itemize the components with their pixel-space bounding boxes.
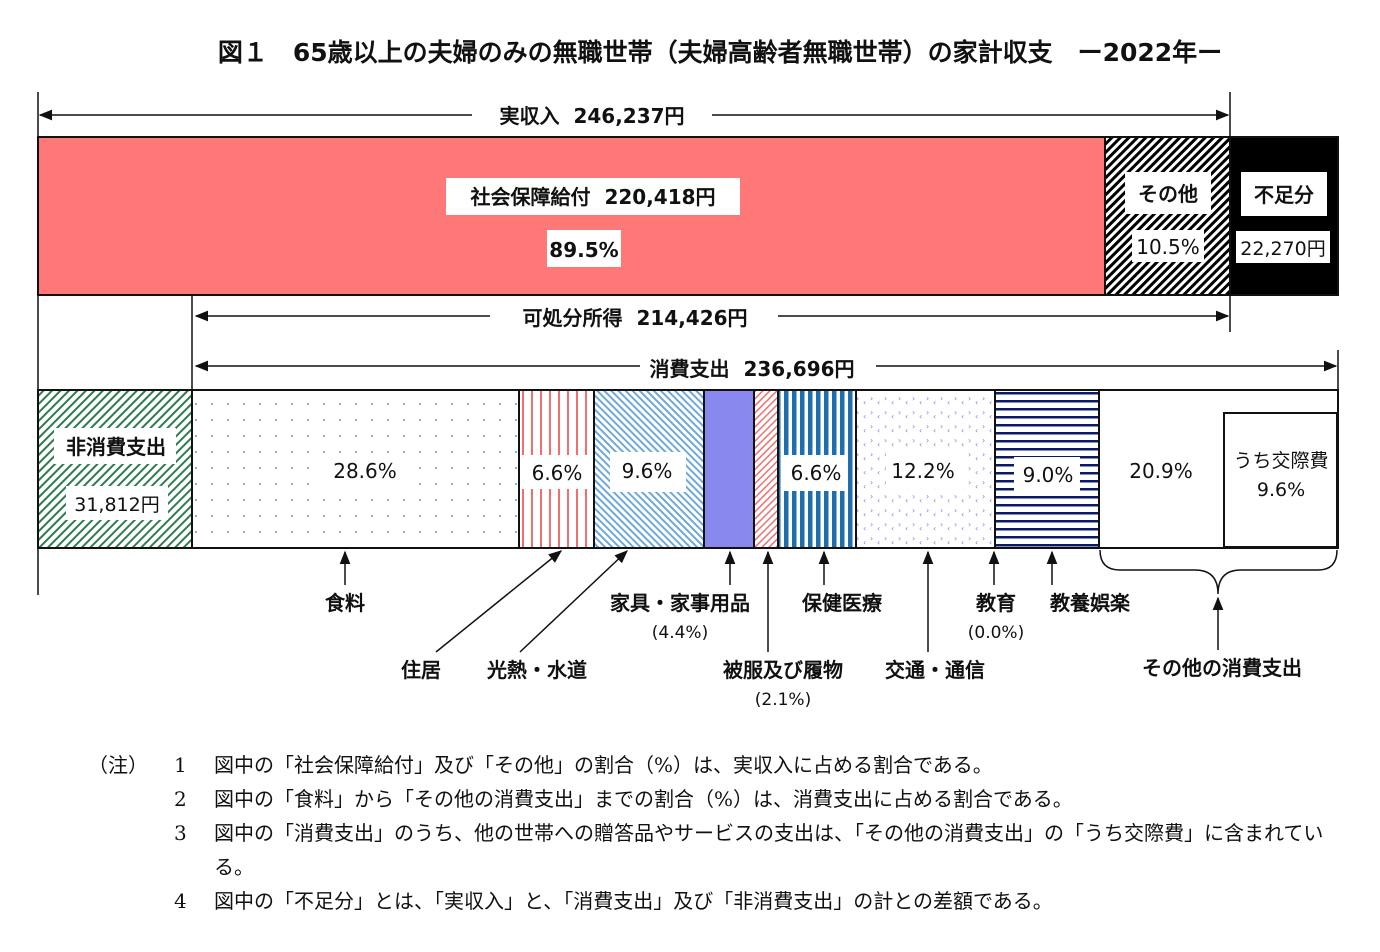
bar-furniture xyxy=(703,389,755,549)
callout-arrows xyxy=(339,549,1338,653)
label-medical: 保健医療 xyxy=(801,591,882,615)
note-number: 3 xyxy=(174,821,187,845)
note-number: 1 xyxy=(174,753,187,777)
bar-income-other xyxy=(1104,136,1231,296)
note-number: 4 xyxy=(174,889,187,913)
note-text: 図中の「不足分」とは、「実収入」と、「消費支出」及び「非消費支出」の計との差額で… xyxy=(214,889,1053,913)
food-percent: 28.6% xyxy=(333,459,397,483)
note-text: 図中の「社会保障給付」及び「その他」の割合（%）は、実収入に占める割合である。 xyxy=(214,753,993,777)
medical-percent: 6.6% xyxy=(791,461,842,485)
income-other-percent: 10.5% xyxy=(1136,235,1200,259)
label-food: 食料 xyxy=(325,591,365,615)
note-number: 2 xyxy=(174,787,187,811)
recreation-percent: 9.0% xyxy=(1023,463,1074,487)
shortfall-amount: 22,270円 xyxy=(1240,238,1325,260)
clothing-percent: (2.1%) xyxy=(755,690,811,710)
note-text: 図中の「食料」から「その他の消費支出」までの割合（%）は、消費支出に占める割合で… xyxy=(214,787,1073,811)
bar-non-consumption xyxy=(37,389,193,549)
social-security-label: 社会保障給付 xyxy=(469,185,590,209)
bar-clothing xyxy=(753,389,779,549)
social-expenses-percent: 9.6% xyxy=(1257,479,1305,501)
consumption-label: 消費支出 xyxy=(649,357,729,381)
furniture-percent: (4.4%) xyxy=(652,623,708,643)
income-other-label: その他 xyxy=(1138,182,1198,206)
notes: （注） 1 図中の「社会保障給付」及び「その他」の割合（%）は、実収入に占める割合で… xyxy=(88,748,1354,918)
social-security-amount: 220,418円 xyxy=(604,185,715,209)
other-consumption-percent: 20.9% xyxy=(1129,459,1193,483)
label-transport: 交通・通信 xyxy=(885,658,985,682)
disposable-label: 可処分所得 xyxy=(522,306,622,330)
label-utilities: 光熱・水道 xyxy=(486,658,587,682)
social-expenses-label: うち交際費 xyxy=(1233,450,1328,472)
bar-social-security xyxy=(37,136,1106,296)
non-consumption-amount: 31,812円 xyxy=(74,494,159,516)
transport-percent: 12.2% xyxy=(891,459,955,483)
bar-social-expenses xyxy=(1223,412,1338,548)
consumption-amount: 236,696円 xyxy=(743,357,854,381)
social-security-percent: 89.5% xyxy=(549,238,618,262)
label-housing: 住居 xyxy=(401,658,441,682)
shortfall-label: 不足分 xyxy=(1254,183,1314,207)
label-clothing: 被服及び履物 xyxy=(723,658,843,682)
label-other-consumption: その他の消費支出 xyxy=(1142,656,1302,680)
chart-title: 図１ 65歳以上の夫婦のみの無職世帯（夫婦高齢者無職世帯）の家計収支 ー2022… xyxy=(218,38,1222,67)
label-furniture: 家具・家事用品 xyxy=(610,591,750,615)
education-percent: (0.0%) xyxy=(968,623,1024,643)
notes-head: （注） xyxy=(88,753,148,777)
income-label: 実収入 xyxy=(499,104,559,128)
non-consumption-label: 非消費支出 xyxy=(66,435,166,459)
disposable-amount: 214,426円 xyxy=(636,306,747,330)
label-education: 教育 xyxy=(976,591,1016,615)
other-consumption-brace xyxy=(1099,549,1338,595)
note-text: 図中の「消費支出」のうち、他の世帯への贈答品やサービスの支出は、「その他の消費支… xyxy=(214,821,1324,879)
label-recreation: 教養娯楽 xyxy=(1050,591,1131,615)
income-amount: 246,237円 xyxy=(573,104,684,128)
housing-percent: 6.6% xyxy=(532,461,583,485)
utilities-percent: 9.6% xyxy=(622,459,673,483)
